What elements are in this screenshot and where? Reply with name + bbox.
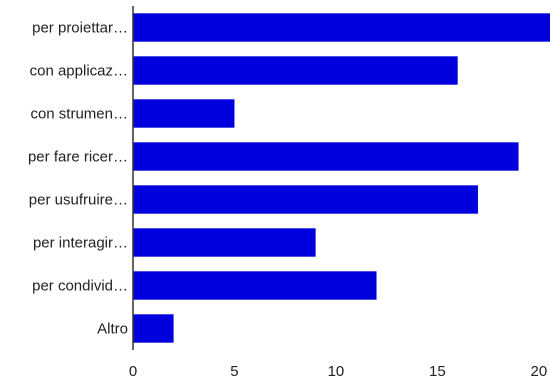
category-label-3: per fare ricer… — [28, 149, 128, 166]
x-tick-label-0: 0 — [129, 363, 137, 380]
bar-1 — [133, 56, 458, 85]
bars-layer — [133, 13, 550, 343]
bar-4 — [133, 185, 478, 214]
category-label-5: per interagir… — [33, 235, 128, 252]
x-tick-label-4: 20 — [531, 363, 548, 380]
category-label-2: con strumen… — [30, 106, 128, 123]
bar-7 — [133, 314, 174, 343]
category-label-7: Altro — [97, 321, 128, 338]
category-label-1: con applicaz… — [30, 63, 128, 80]
bar-0 — [133, 13, 550, 42]
x-tick-label-3: 15 — [429, 363, 446, 380]
bar-5 — [133, 228, 316, 257]
category-label-0: per proiettar… — [32, 20, 128, 37]
x-tick-label-1: 5 — [230, 363, 238, 380]
bar-3 — [133, 142, 519, 171]
x-tick-label-2: 10 — [328, 363, 345, 380]
bar-6 — [133, 271, 377, 300]
bar-2 — [133, 99, 235, 128]
category-labels: per proiettar… con applicaz… con strumen… p… — [28, 20, 128, 338]
category-label-6: per condivid… — [32, 278, 128, 295]
x-axis-ticks: 0 5 10 15 20 — [129, 363, 547, 380]
category-label-4: per usufruire… — [29, 192, 128, 209]
